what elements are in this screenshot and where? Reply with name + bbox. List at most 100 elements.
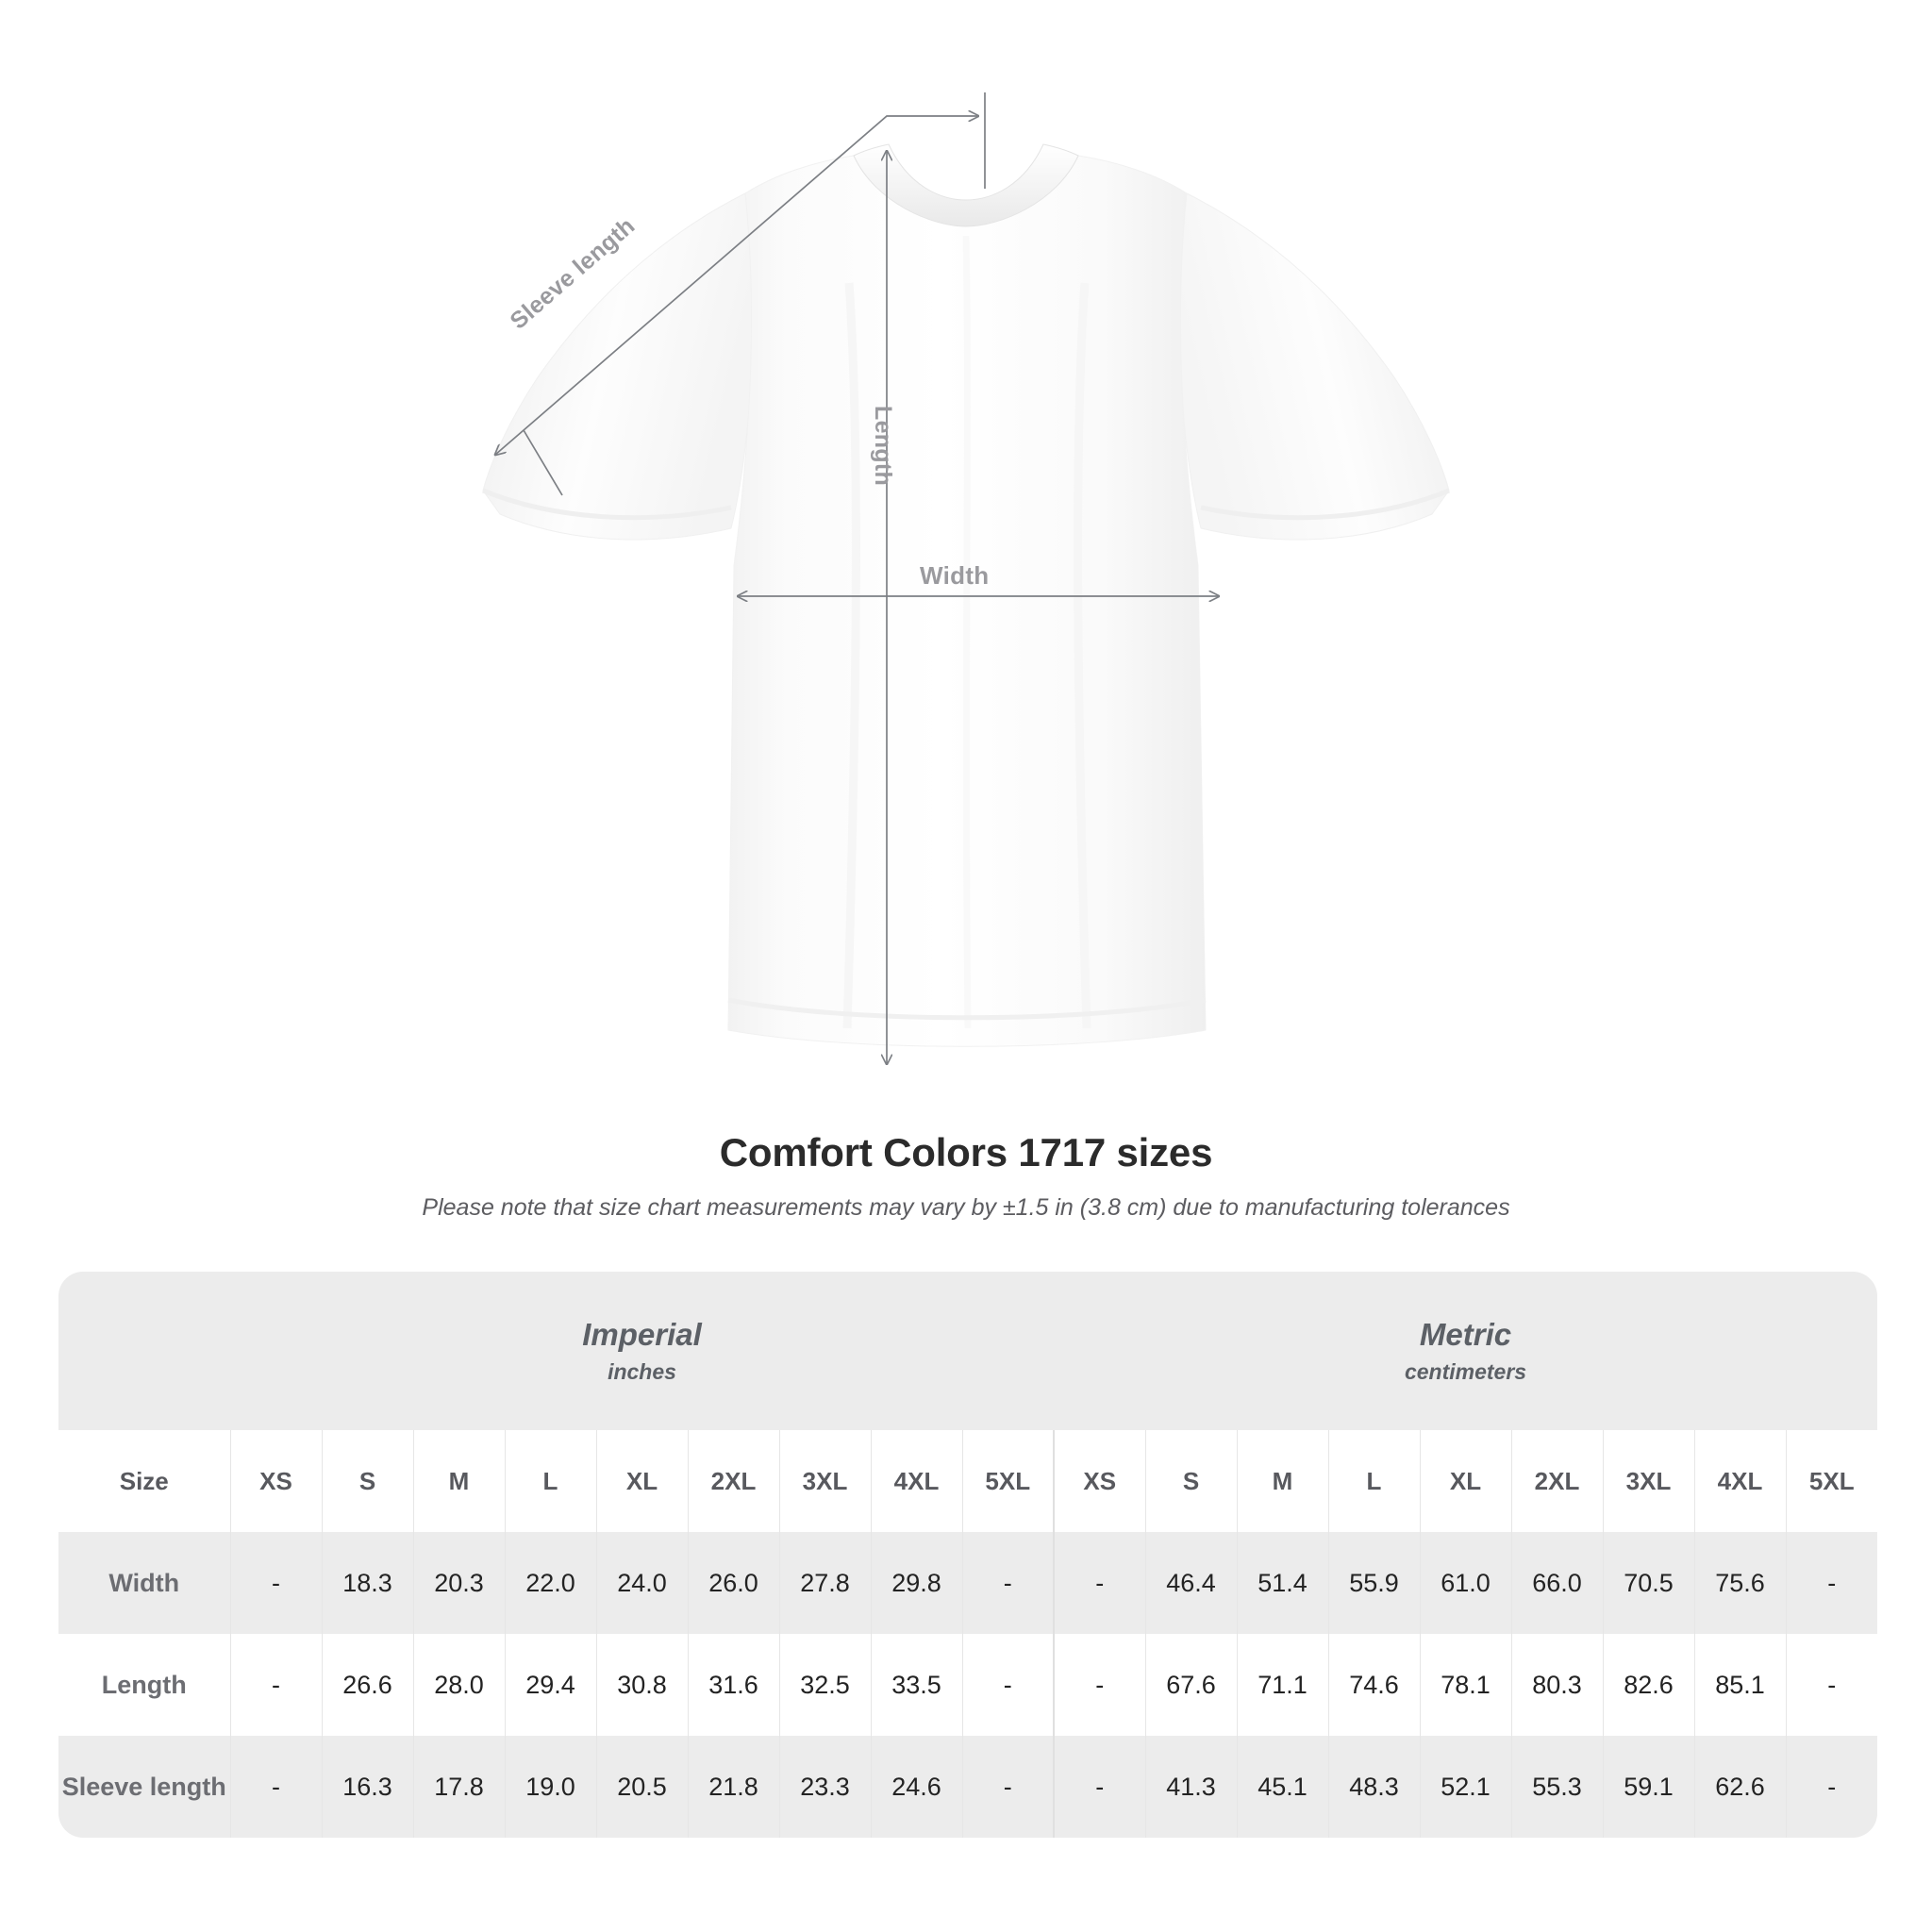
cell-sleeve-imperial-xs: - (229, 1736, 322, 1838)
cell-sleeve-metric-4xl: 62.6 (1693, 1736, 1786, 1838)
cell-length-imperial-xs: - (229, 1634, 322, 1736)
cell-sleeve-metric-xs: - (1053, 1736, 1145, 1838)
sleeve-length-guide (495, 92, 986, 496)
cell-width-metric-xl: 61.0 (1419, 1532, 1511, 1634)
unit-imperial-name: Imperial (582, 1316, 702, 1352)
cell-width-metric-4xl: 75.6 (1693, 1532, 1786, 1634)
cell-length-metric-xs: - (1053, 1634, 1145, 1736)
tshirt-body (482, 143, 1450, 1047)
cell-sleeve-imperial-5xl: - (961, 1736, 1054, 1838)
cell-length-imperial-s: 26.6 (321, 1634, 413, 1736)
size-header-imperial-xs: XS (229, 1430, 322, 1532)
cell-sleeve-metric-s: 41.3 (1144, 1736, 1237, 1838)
cell-width-imperial-3xl: 27.8 (778, 1532, 871, 1634)
size-table: Imperial inches Metric centimeters Size … (58, 1272, 1878, 1838)
size-header-metric-l: L (1327, 1430, 1420, 1532)
cell-length-imperial-5xl: - (961, 1634, 1054, 1736)
cell-width-metric-l: 55.9 (1327, 1532, 1420, 1634)
size-header-metric-s: S (1144, 1430, 1237, 1532)
size-header-metric-2xl: 2XL (1510, 1430, 1603, 1532)
row-label-width: Width (58, 1532, 230, 1634)
table-row: Width - 18.3 20.3 22.0 24.0 26.0 27.8 29… (58, 1532, 1878, 1634)
size-header-metric-4xl: 4XL (1693, 1430, 1786, 1532)
row-label-length: Length (58, 1634, 230, 1736)
cell-sleeve-metric-5xl: - (1785, 1736, 1878, 1838)
cell-sleeve-metric-l: 48.3 (1327, 1736, 1420, 1838)
cell-sleeve-metric-3xl: 59.1 (1602, 1736, 1694, 1838)
size-header-imperial-s: S (321, 1430, 413, 1532)
cell-length-metric-l: 74.6 (1327, 1634, 1420, 1736)
row-label-sleeve-length: Sleeve length (58, 1736, 230, 1838)
cell-length-imperial-2xl: 31.6 (687, 1634, 779, 1736)
size-header-label: Size (58, 1430, 230, 1532)
cell-length-metric-s: 67.6 (1144, 1634, 1237, 1736)
unit-header-blank (58, 1272, 230, 1430)
cell-length-imperial-4xl: 33.5 (870, 1634, 962, 1736)
cell-width-imperial-xs: - (229, 1532, 322, 1634)
size-header-row: Size XS S M L XL 2XL 3XL 4XL 5XL XS S M … (58, 1430, 1878, 1532)
cell-sleeve-imperial-4xl: 24.6 (870, 1736, 962, 1838)
unit-header-metric: Metric centimeters (1054, 1272, 1878, 1430)
cell-width-metric-3xl: 70.5 (1602, 1532, 1694, 1634)
cell-width-imperial-m: 20.3 (412, 1532, 505, 1634)
unit-imperial-sub: inches (608, 1359, 676, 1385)
size-header-imperial-xl: XL (595, 1430, 688, 1532)
cell-length-imperial-3xl: 32.5 (778, 1634, 871, 1736)
size-header-imperial-l: L (504, 1430, 596, 1532)
cell-length-metric-xl: 78.1 (1419, 1634, 1511, 1736)
length-label: Length (870, 406, 896, 487)
table-row: Length - 26.6 28.0 29.4 30.8 31.6 32.5 3… (58, 1634, 1878, 1736)
cell-width-metric-s: 46.4 (1144, 1532, 1237, 1634)
chart-title-block: Comfort Colors 1717 sizes Please note th… (0, 1130, 1932, 1222)
cell-length-metric-5xl: - (1785, 1634, 1878, 1736)
cell-width-imperial-5xl: - (961, 1532, 1054, 1634)
cell-sleeve-imperial-m: 17.8 (412, 1736, 505, 1838)
cell-width-imperial-xl: 24.0 (595, 1532, 688, 1634)
size-header-imperial-3xl: 3XL (778, 1430, 871, 1532)
cell-sleeve-imperial-xl: 20.5 (595, 1736, 688, 1838)
size-header-imperial-5xl: 5XL (961, 1430, 1054, 1532)
unit-system-header-row: Imperial inches Metric centimeters (58, 1272, 1878, 1430)
unit-metric-sub: centimeters (1404, 1359, 1527, 1385)
cell-length-imperial-l: 29.4 (504, 1634, 596, 1736)
cell-width-metric-5xl: - (1785, 1532, 1878, 1634)
cell-sleeve-metric-xl: 52.1 (1419, 1736, 1511, 1838)
table-row: Sleeve length - 16.3 17.8 19.0 20.5 21.8… (58, 1736, 1878, 1838)
cell-width-imperial-s: 18.3 (321, 1532, 413, 1634)
size-table-container: Imperial inches Metric centimeters Size … (58, 1272, 1878, 1838)
tshirt-diagram (482, 92, 1450, 1113)
cell-width-imperial-l: 22.0 (504, 1532, 596, 1634)
cell-sleeve-imperial-2xl: 21.8 (687, 1736, 779, 1838)
size-header-metric-5xl: 5XL (1785, 1430, 1878, 1532)
cell-width-metric-2xl: 66.0 (1510, 1532, 1603, 1634)
width-label: Width (920, 561, 990, 590)
page-title: Comfort Colors 1717 sizes (719, 1130, 1213, 1174)
cell-length-imperial-xl: 30.8 (595, 1634, 688, 1736)
cell-length-metric-3xl: 82.6 (1602, 1634, 1694, 1736)
size-header-metric-xl: XL (1419, 1430, 1511, 1532)
cell-length-imperial-m: 28.0 (412, 1634, 505, 1736)
cell-sleeve-metric-2xl: 55.3 (1510, 1736, 1603, 1838)
cell-length-metric-4xl: 85.1 (1693, 1634, 1786, 1736)
measurement-guides (495, 92, 1219, 1064)
cell-width-metric-m: 51.4 (1236, 1532, 1328, 1634)
unit-header-imperial: Imperial inches (230, 1272, 1054, 1430)
unit-metric-name: Metric (1419, 1316, 1512, 1352)
cell-sleeve-imperial-3xl: 23.3 (778, 1736, 871, 1838)
size-header-imperial-2xl: 2XL (687, 1430, 779, 1532)
cell-sleeve-imperial-s: 16.3 (321, 1736, 413, 1838)
size-header-imperial-m: M (412, 1430, 505, 1532)
garment-illustration: Sleeve length Length Width (482, 92, 1450, 1113)
cell-width-imperial-4xl: 29.8 (870, 1532, 962, 1634)
cell-sleeve-imperial-l: 19.0 (504, 1736, 596, 1838)
size-header-metric-xs: XS (1053, 1430, 1145, 1532)
cell-width-metric-xs: - (1053, 1532, 1145, 1634)
size-header-metric-3xl: 3XL (1602, 1430, 1694, 1532)
tolerance-note: Please note that size chart measurements… (422, 1194, 1510, 1221)
size-header-imperial-4xl: 4XL (870, 1430, 962, 1532)
cell-length-metric-m: 71.1 (1236, 1634, 1328, 1736)
size-header-metric-m: M (1236, 1430, 1328, 1532)
cell-sleeve-metric-m: 45.1 (1236, 1736, 1328, 1838)
cell-width-imperial-2xl: 26.0 (687, 1532, 779, 1634)
